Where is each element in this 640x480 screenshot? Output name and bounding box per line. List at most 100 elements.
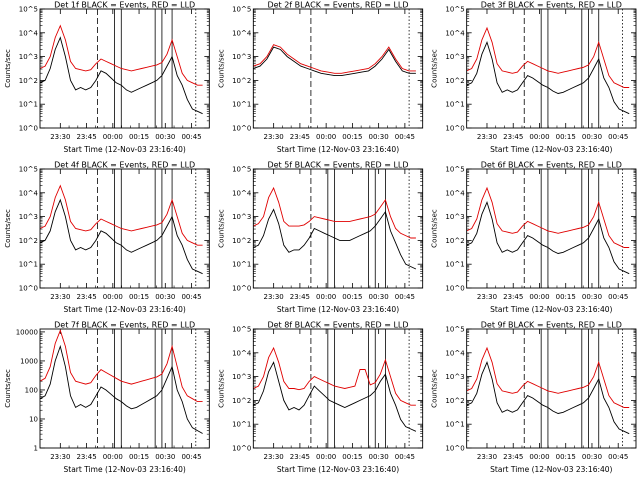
y-tick-label: 10^4 <box>19 29 39 37</box>
x-tick-label: 23:45 <box>76 133 96 141</box>
y-tick-label: 10^3 <box>445 373 464 381</box>
y-tick-label: 10^4 <box>445 349 465 357</box>
y-tick-label: 10^0 <box>445 125 464 133</box>
y-axis-label: Counts/sec <box>217 49 225 88</box>
y-axis-label: Counts/sec <box>4 49 12 88</box>
x-tick-label: 00:15 <box>342 453 362 461</box>
x-tick-label: 00:30 <box>369 293 389 301</box>
x-tick-label: 23:30 <box>477 293 497 301</box>
x-tick-label: 00:45 <box>608 133 628 141</box>
y-tick-label: 10^3 <box>445 53 464 61</box>
y-tick-label: 10^3 <box>232 53 251 61</box>
x-tick-label: 00:30 <box>155 453 175 461</box>
x-tick-label: 23:45 <box>290 453 310 461</box>
y-tick-label: 10^5 <box>232 326 251 334</box>
panel-title: Det 2f BLACK = Events, RED = LLD <box>267 1 408 10</box>
panel-det-9f: Det 9f BLACK = Events, RED = LLD Counts/s… <box>431 321 637 474</box>
x-tick-label: 23:30 <box>264 453 284 461</box>
x-tick-label: 23:45 <box>76 293 96 301</box>
x-tick-label: 00:00 <box>316 293 336 301</box>
y-tick-label: 10^2 <box>232 77 251 85</box>
x-tick-label: 23:30 <box>264 133 284 141</box>
x-axis-label: Start Time (12-Nov-03 23:16:40) <box>490 145 612 154</box>
x-tick-label: 00:15 <box>342 293 362 301</box>
x-tick-label: 00:00 <box>316 453 336 461</box>
series-events <box>40 198 203 275</box>
plot-frame <box>39 328 210 449</box>
x-tick-label: 23:30 <box>50 293 70 301</box>
x-axis-label: Start Time (12-Nov-03 23:16:40) <box>64 145 186 154</box>
x-axis-label: Start Time (12-Nov-03 23:16:40) <box>490 305 612 314</box>
y-tick-label: 10^1 <box>19 261 38 269</box>
x-tick-label: 00:15 <box>129 133 149 141</box>
series-lld <box>40 329 203 403</box>
x-tick-label: 23:30 <box>477 453 497 461</box>
panel-title: Det 3f BLACK = Events, RED = LLD <box>481 1 622 10</box>
series-events <box>253 361 417 432</box>
y-tick-label: 10^5 <box>19 166 38 174</box>
x-tick-label: 00:15 <box>342 133 362 141</box>
y-tick-label: 10^5 <box>445 166 464 174</box>
plot-frame <box>252 168 424 289</box>
series-lld <box>466 186 630 248</box>
y-tick-label: 1 <box>34 445 38 453</box>
y-tick-label: 10^3 <box>232 373 251 381</box>
series-events <box>466 200 630 275</box>
x-tick-label: 00:00 <box>103 293 123 301</box>
x-tick-label: 00:30 <box>369 453 389 461</box>
y-tick-label: 10^5 <box>445 6 464 14</box>
y-tick-label: 10^1 <box>445 261 464 269</box>
y-tick-label: 10^4 <box>19 189 39 197</box>
series-events <box>466 40 630 115</box>
y-tick-label: 10^5 <box>19 6 38 14</box>
plot-frame <box>252 8 424 129</box>
y-axis-label: Counts/sec <box>431 49 439 88</box>
y-axis-label: Counts/sec <box>4 209 12 248</box>
y-tick-label: 10000 <box>16 328 38 336</box>
x-tick-label: 00:30 <box>582 293 602 301</box>
series-lld <box>40 184 203 246</box>
y-axis-label: Counts/sec <box>217 209 225 248</box>
x-tick-label: 00:45 <box>395 133 415 141</box>
y-tick-label: 10^0 <box>232 285 251 293</box>
x-tick-label: 00:00 <box>316 133 336 141</box>
x-tick-label: 00:30 <box>369 133 389 141</box>
panel-det-3f: Det 3f BLACK = Events, RED = LLD Counts/s… <box>431 1 637 154</box>
y-tick-label: 10^2 <box>445 237 464 245</box>
y-tick-label: 10^0 <box>445 285 464 293</box>
panel-det-6f: Det 6f BLACK = Events, RED = LLD Counts/s… <box>431 161 637 314</box>
y-tick-label: 10^1 <box>445 101 464 109</box>
y-tick-label: 10^3 <box>445 213 464 221</box>
x-tick-label: 00:30 <box>582 453 602 461</box>
plot-frame <box>39 8 210 129</box>
y-tick-label: 10^0 <box>19 125 38 133</box>
x-tick-label: 00:45 <box>181 133 201 141</box>
y-tick-label: 10^3 <box>232 213 251 221</box>
plot-frame <box>466 328 637 449</box>
x-tick-label: 00:45 <box>181 453 201 461</box>
y-tick-label: 10^2 <box>445 397 464 405</box>
panel-det-8f: Det 8f BLACK = Events, RED = LLD Counts/s… <box>217 321 424 474</box>
x-tick-label: 00:00 <box>529 293 549 301</box>
x-tick-label: 23:45 <box>290 293 310 301</box>
y-tick-label: 10^4 <box>232 29 252 37</box>
y-tick-label: 10^0 <box>445 445 464 453</box>
series-lld <box>253 346 416 406</box>
x-tick-label: 00:45 <box>395 293 415 301</box>
x-axis-label: Start Time (12-Nov-03 23:16:40) <box>277 465 399 474</box>
y-tick-label: 10^1 <box>19 101 38 109</box>
y-axis-label: Counts/sec <box>431 369 439 408</box>
panel-title: Det 8f BLACK = Events, RED = LLD <box>267 321 408 330</box>
series-lld <box>253 186 416 239</box>
panel-det-5f: Det 5f BLACK = Events, RED = LLD Counts/s… <box>217 161 424 314</box>
y-tick-label: 10^5 <box>232 166 251 174</box>
x-tick-label: 23:45 <box>503 133 523 141</box>
x-tick-label: 00:45 <box>608 453 628 461</box>
x-tick-label: 00:30 <box>582 133 602 141</box>
y-tick-label: 10 <box>29 415 38 423</box>
y-tick-label: 10^5 <box>232 6 251 14</box>
x-axis-label: Start Time (12-Nov-03 23:16:40) <box>64 305 186 314</box>
y-tick-label: 10^0 <box>232 445 251 453</box>
y-tick-label: 10^0 <box>232 125 251 133</box>
